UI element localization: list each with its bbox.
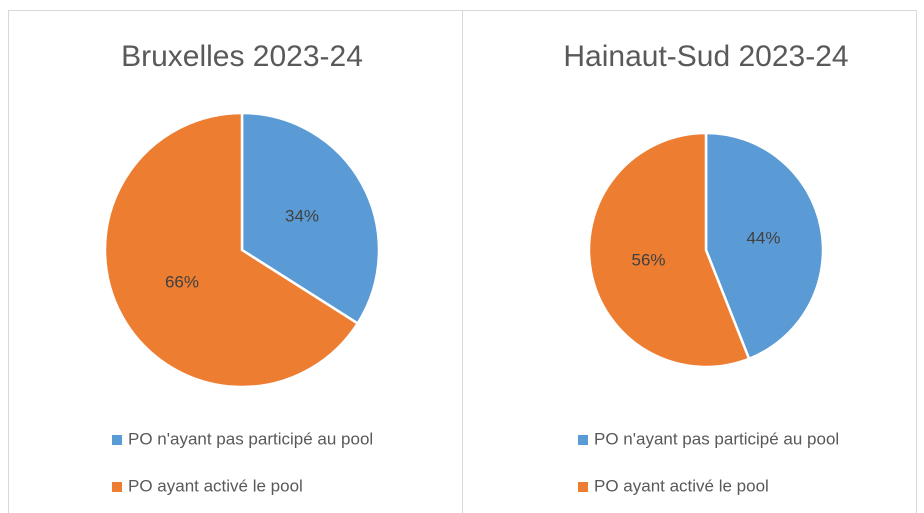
legend-label: PO n'ayant pas participé au pool <box>128 429 373 448</box>
data-label: 44% <box>746 229 780 248</box>
chart-title: Bruxelles 2023-24 <box>121 40 363 73</box>
legend-swatch <box>578 435 588 445</box>
legend-label: PO ayant activé le pool <box>594 476 769 495</box>
legend-swatch <box>112 482 122 492</box>
pie-slice <box>704 131 825 361</box>
data-label: 66% <box>165 272 199 291</box>
legend-swatch <box>578 482 588 492</box>
legend-label: PO ayant activé le pool <box>128 476 303 495</box>
pie-slice <box>587 131 751 369</box>
chart-title: Hainaut-Sud 2023-24 <box>563 40 848 73</box>
legend-swatch <box>112 435 122 445</box>
pie-slice <box>103 111 360 389</box>
data-label: 34% <box>285 206 319 225</box>
data-label: 56% <box>632 250 666 269</box>
legend-label: PO n'ayant pas participé au pool <box>594 429 839 448</box>
